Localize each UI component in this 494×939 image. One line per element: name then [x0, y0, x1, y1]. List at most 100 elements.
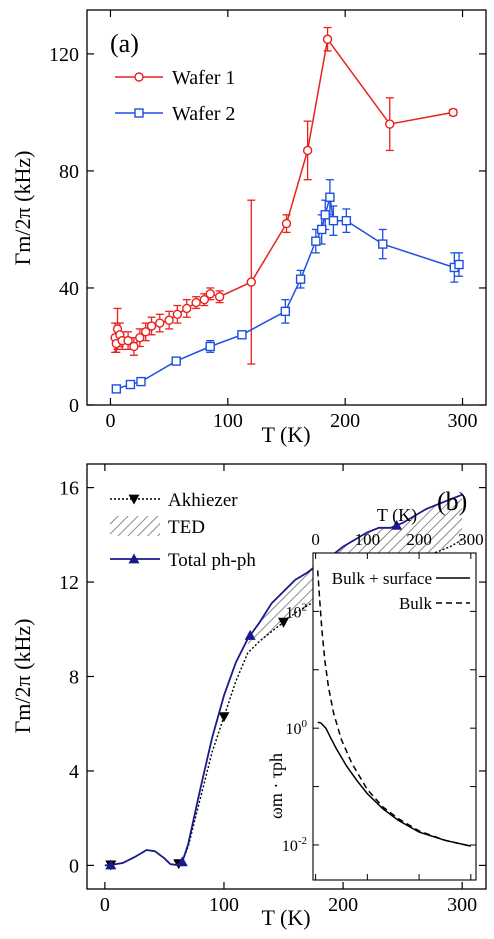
- data-point: [218, 712, 230, 723]
- data-point: [140, 327, 151, 337]
- data-point: [105, 859, 117, 870]
- inset-ylabel: ωm · τph: [266, 753, 286, 819]
- data-point: [214, 292, 225, 302]
- y-tick-label: 12: [59, 572, 79, 594]
- x-tick-label: 100: [209, 894, 239, 916]
- data-point: [378, 239, 388, 249]
- y-tick-label: 8: [69, 667, 79, 689]
- inset-frame: [312, 552, 477, 881]
- x-tick-label: 0: [105, 410, 115, 432]
- data-point: [325, 192, 335, 202]
- panel-b-xlabel: T (K): [261, 905, 310, 930]
- data-point: [164, 315, 174, 325]
- legend-label: Akhiezer: [168, 490, 238, 511]
- data-point: [191, 297, 201, 308]
- legend-marker: [128, 494, 140, 505]
- data-point: [146, 321, 157, 331]
- data-point: [391, 519, 403, 530]
- data-point: [454, 259, 464, 270]
- legend-marker: [128, 553, 140, 564]
- data-point: [448, 107, 458, 118]
- data-point: [244, 629, 256, 640]
- legend-label: Total ph-ph: [168, 550, 256, 571]
- legend-hatch: [110, 516, 160, 536]
- panel-a-ylabel: Γm/2π (kHz): [10, 151, 35, 266]
- y-tick-label: 80: [59, 161, 79, 183]
- inset-x-tick-label: 300: [458, 530, 484, 549]
- legend-label: TED: [168, 517, 205, 538]
- inset-xlabel: T (K): [377, 505, 417, 526]
- data-point: [328, 215, 339, 226]
- y-tick-label: 16: [59, 478, 79, 500]
- panel-a: 0 100 200 300 0 40 80 120 (a) Wafer 1 Wafer 2 T …: [10, 9, 487, 447]
- series-wafer-2: [111, 179, 464, 394]
- panel-b-ylabel: Γm/2π (kHz): [10, 619, 35, 734]
- data-point: [123, 335, 133, 346]
- data-point: [205, 341, 215, 352]
- series-wafer-1: [110, 26, 458, 365]
- inset-legend: Bulk + surface Bulk: [332, 569, 470, 613]
- panel-a-label: (a): [110, 29, 139, 58]
- data-point: [281, 218, 292, 229]
- data-point: [320, 210, 330, 220]
- panel-a-legend: Wafer 1 Wafer 2: [115, 67, 235, 125]
- y-tick-label: 0: [69, 855, 79, 877]
- data-point: [155, 318, 165, 328]
- legend-label: Wafer 2: [172, 103, 235, 125]
- inset-y-tick-exponent: -2: [298, 835, 307, 847]
- data-point: [136, 376, 146, 387]
- data-point: [135, 333, 145, 343]
- data-point: [278, 617, 290, 628]
- panel-a-series: [110, 26, 464, 394]
- data-point: [295, 274, 306, 284]
- inset-legend-label: Bulk: [399, 594, 433, 613]
- panel-b-legend: Akhiezer TED Total ph-ph: [110, 490, 256, 571]
- data-point: [317, 224, 327, 235]
- y-tick-label: 120: [49, 44, 79, 66]
- inset-y-tick-label: 100: [286, 718, 308, 738]
- panel-b-label: (b): [437, 487, 467, 516]
- series-line: [114, 37, 454, 348]
- data-point: [111, 384, 122, 394]
- data-point: [172, 309, 183, 319]
- inset-x-tick-label: 200: [406, 530, 432, 549]
- inset-legend-label: Bulk + surface: [332, 569, 432, 588]
- data-point: [385, 119, 395, 129]
- data-point: [129, 341, 139, 352]
- data-point: [246, 277, 256, 287]
- x-tick-label: 300: [447, 894, 477, 916]
- inset-series: [316, 570, 471, 847]
- inset-y-tick-label: 102: [286, 601, 308, 621]
- panel-a-xlabel: T (K): [261, 422, 310, 447]
- data-point: [182, 303, 192, 314]
- legend-marker: [134, 108, 144, 118]
- data-point: [341, 215, 352, 226]
- legend-marker: [134, 72, 144, 82]
- inset-y-tick-exponent: 2: [302, 601, 308, 613]
- y-tick-label: 4: [69, 761, 79, 783]
- inset-y-tick-label: 10-2: [282, 835, 307, 855]
- data-point: [311, 236, 321, 246]
- panel-a-frame: [86, 9, 487, 406]
- inset-series-bulk: [316, 570, 471, 847]
- x-tick-label: 200: [330, 410, 360, 432]
- x-tick-label: 100: [213, 410, 243, 432]
- data-point: [171, 356, 181, 366]
- inset-y-tick-exponent: 0: [302, 718, 308, 730]
- inset-x-tick-label: 0: [311, 530, 320, 549]
- data-point: [199, 294, 210, 305]
- x-tick-label: 0: [100, 894, 110, 916]
- inset-x-tick-label: 100: [355, 530, 381, 549]
- panel-a-ticks: 0 100 200 300 0 40 80 120: [49, 10, 486, 432]
- x-tick-label: 300: [448, 410, 478, 432]
- y-tick-label: 40: [59, 278, 79, 300]
- data-point: [280, 306, 291, 317]
- y-tick-label: 0: [69, 395, 79, 417]
- legend-label: Wafer 1: [172, 67, 235, 89]
- data-point: [205, 289, 215, 299]
- data-point: [322, 34, 333, 44]
- data-point: [302, 145, 313, 156]
